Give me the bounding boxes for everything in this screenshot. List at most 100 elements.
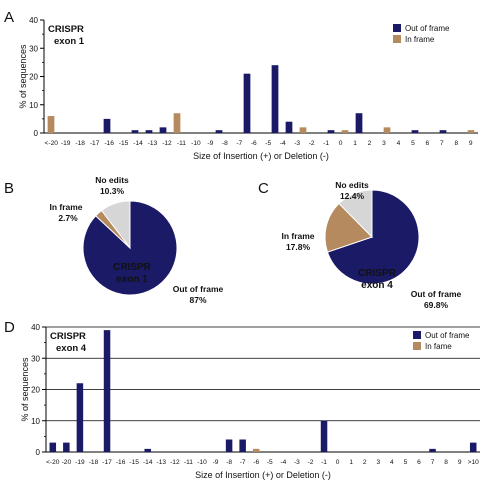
x-tick-label: -6 (251, 140, 257, 147)
x-tick-label: <-20 (45, 140, 59, 147)
y-tick-label: 10 (31, 417, 40, 426)
x-tick-label: -15 (129, 459, 139, 466)
x-tick-label: 7 (431, 459, 435, 466)
x-tick-label: 0 (339, 140, 343, 147)
panel-letter-d: D (4, 319, 15, 336)
x-tick-label: -15 (119, 140, 129, 147)
x-tick-label: -18 (89, 459, 99, 466)
x-tick-label: 4 (397, 140, 401, 147)
pie-label-c-out: Out of frame (411, 289, 462, 299)
bar-d-in--6 (252, 448, 260, 452)
x-tick-label: 4 (390, 459, 394, 466)
bar-a-out--13 (159, 127, 167, 133)
legend-swatch-out (393, 24, 401, 32)
y-tick-label: 10 (29, 101, 38, 110)
legend-label-out: Out of frame (405, 24, 450, 33)
x-tick-label: -11 (177, 140, 186, 147)
x-tick-label: 5 (411, 140, 415, 147)
bar-d-out--20 (63, 442, 70, 452)
x-tick-label: -2 (308, 459, 314, 466)
x-tick-label: 0 (336, 459, 340, 466)
x-axis-label-d: Size of Insertion (+) or Deletion (-) (195, 470, 331, 480)
x-tick-label: -8 (226, 459, 232, 466)
y-tick-label: 0 (36, 448, 41, 457)
x-tick-label: -8 (222, 140, 228, 147)
legend-swatch-in (393, 35, 401, 43)
y-tick-label: 30 (29, 44, 38, 53)
x-tick-label: -5 (267, 459, 273, 466)
pie-center-title-c: CRISPR (358, 268, 397, 279)
bar-a-out-1 (355, 113, 363, 133)
bar-d-out->10 (469, 442, 477, 452)
x-tick-label: -9 (213, 459, 219, 466)
pie-value-c-in: 17.8% (286, 242, 311, 252)
x-tick-label: -16 (116, 459, 126, 466)
pie-label-c-in: In frame (281, 231, 314, 241)
pie-value-b-out: 87% (189, 295, 206, 305)
bar-d-out-<-20 (49, 442, 57, 452)
x-tick-label: -6 (253, 459, 259, 466)
x-tick-label: 3 (382, 140, 386, 147)
x-tick-label: 2 (368, 140, 372, 147)
x-tick-label: -3 (294, 140, 300, 147)
x-tick-label: -4 (280, 140, 286, 147)
legend-label-out: Out of frame (425, 331, 470, 340)
panel-letter-c: C (258, 180, 269, 197)
y-axis-label-d: % of sequences (20, 357, 30, 422)
x-tick-label: -12 (170, 459, 180, 466)
bar-d-out--19 (76, 383, 84, 452)
x-tick-label: -3 (294, 459, 300, 466)
x-tick-label: 9 (469, 140, 473, 147)
pie-slice-c-in (324, 202, 373, 253)
bar-a-out-5 (411, 130, 419, 133)
x-tick-label: -1 (323, 140, 329, 147)
x-tick-label: <-20 (46, 459, 60, 466)
x-tick-label: -10 (191, 140, 201, 147)
bar-d-out--1 (320, 420, 328, 452)
x-tick-label: 3 (376, 459, 380, 466)
pie-slice-c-none (338, 189, 373, 239)
bar-a-in-<-20 (47, 116, 55, 133)
x-tick-label: -4 (280, 459, 286, 466)
x-tick-label: >10 (468, 459, 480, 466)
legend-swatch-out (413, 331, 421, 339)
pie-value-b-none: 10.3% (100, 186, 125, 196)
pie-slice-c-out (326, 189, 420, 285)
x-tick-label: 6 (417, 459, 421, 466)
x-tick-label: 6 (426, 140, 430, 147)
x-tick-label: 1 (353, 140, 357, 147)
y-tick-label: 30 (31, 354, 40, 363)
x-tick-label: -16 (104, 140, 114, 147)
x-tick-label: -7 (236, 140, 242, 147)
inset-title-d: CRISPR (50, 331, 86, 342)
bar-a-out--4 (285, 121, 293, 133)
bar-d-out--14 (144, 448, 151, 452)
x-tick-label: -11 (184, 459, 193, 466)
bar-a-out--15 (131, 130, 139, 133)
x-tick-label: -5 (265, 140, 271, 147)
panel-letter-a: A (4, 9, 14, 26)
x-tick-label: 7 (440, 140, 444, 147)
x-tick-label: 8 (444, 459, 448, 466)
x-tick-label: -14 (143, 459, 153, 466)
x-tick-label: -20 (62, 459, 72, 466)
bar-d-out--17 (103, 330, 111, 452)
x-tick-label: -17 (90, 140, 100, 147)
bar-a-in-9 (467, 130, 475, 133)
x-axis-label-a: Size of Insertion (+) or Deletion (-) (193, 151, 329, 161)
x-tick-label: -12 (162, 140, 172, 147)
pie-label-c-none: No edits (335, 180, 369, 190)
panel-letter-b: B (4, 180, 14, 197)
y-tick-label: 40 (29, 16, 38, 25)
pie-value-b-in: 2.7% (58, 213, 78, 223)
bar-d-out--7 (239, 439, 246, 452)
legend-label-in: In fame (425, 342, 452, 351)
inset-subtitle-a: exon 1 (54, 36, 85, 47)
y-tick-label: 20 (29, 73, 38, 82)
bar-a-in--12 (173, 113, 181, 133)
y-axis-label-a: % of sequences (18, 44, 28, 109)
bar-a-out-7 (439, 130, 447, 133)
